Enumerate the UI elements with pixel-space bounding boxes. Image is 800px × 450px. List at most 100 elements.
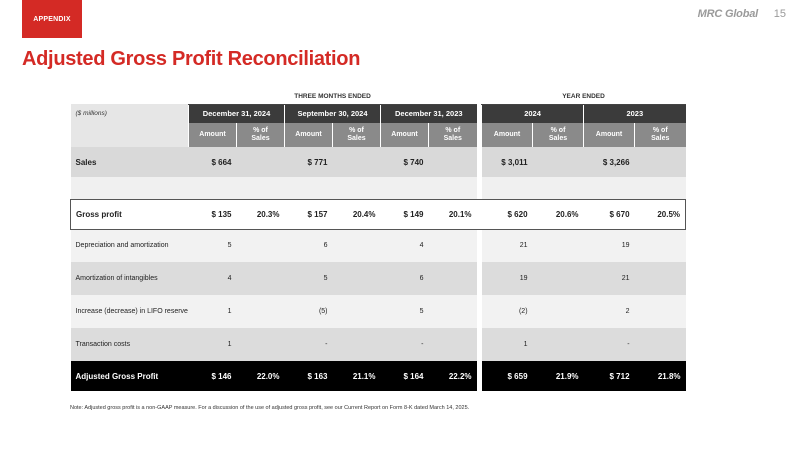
cell-value: 21.8%	[634, 361, 686, 391]
cell-value	[236, 295, 285, 328]
cell-value: -	[380, 328, 429, 361]
page-number: 15	[773, 8, 786, 20]
amount-subheader: Amount	[481, 123, 533, 147]
cell-value: 20.5%	[634, 198, 687, 230]
cell-value: $ 740	[380, 147, 429, 177]
cell-value: $ 620	[481, 198, 533, 230]
cell-value	[236, 262, 285, 295]
cell-value	[634, 147, 686, 177]
period-header-row: ($ millions) December 31, 2024 September…	[70, 104, 686, 123]
cell-value: 19	[481, 262, 533, 295]
table-row-adjusted-gross-profit: Adjusted Gross Profit $ 146 22.0% $ 163 …	[70, 361, 686, 391]
cell-value	[428, 328, 477, 361]
cell-value: (5)	[284, 295, 333, 328]
period-header: September 30, 2024	[284, 104, 381, 123]
cell-value: $ 163	[284, 361, 333, 391]
cell-value: 21.9%	[532, 361, 584, 391]
cell-value: 1	[481, 328, 533, 361]
cell-value	[532, 229, 584, 262]
period-header: 2024	[481, 104, 584, 123]
group-header-row: THREE MONTHS ENDED YEAR ENDED	[70, 90, 686, 105]
row-label: Gross profit	[70, 198, 189, 230]
cell-value: 19	[583, 229, 635, 262]
cell-value: 2	[583, 295, 635, 328]
cell-value: 1	[188, 328, 237, 361]
cell-value: $ 146	[188, 361, 237, 391]
amount-subheader: Amount	[188, 123, 237, 147]
cell-value	[332, 295, 381, 328]
unit-label: ($ millions)	[70, 104, 189, 123]
row-label: Adjusted Gross Profit	[70, 361, 189, 391]
cell-value: $ 664	[188, 147, 237, 177]
cell-value: $ 135	[188, 198, 237, 230]
table-row-sales: Sales $ 664 $ 771 $ 740 $ 3,011 $ 3,266	[70, 147, 686, 177]
pct-sales-subheader: % of Sales	[332, 123, 381, 147]
table-row-depreciation: Depreciation and amortization 5 6 4 21 1…	[70, 229, 686, 262]
cell-value: 5	[188, 229, 237, 262]
cell-value	[634, 295, 686, 328]
period-header: 2023	[583, 104, 686, 123]
subheader-row: Amount % of Sales Amount % of Sales Amount…	[70, 123, 686, 147]
table-row-transaction-costs: Transaction costs 1 - - 1 -	[70, 328, 686, 361]
row-label: Sales	[70, 147, 189, 177]
cell-value: 4	[188, 262, 237, 295]
table-row-amortization: Amortization of intangibles 4 5 6 19 21	[70, 262, 686, 295]
cell-value: 22.0%	[236, 361, 285, 391]
year-ended-header: YEAR ENDED	[481, 90, 686, 105]
cell-value	[428, 262, 477, 295]
cell-value	[332, 262, 381, 295]
cell-value: 20.6%	[532, 198, 584, 230]
cell-value	[236, 328, 285, 361]
brand-logo: MRC Global	[697, 8, 759, 20]
table-row-lifo-reserve: Increase (decrease) in LIFO reserve 1 (5…	[70, 295, 686, 328]
cell-value: $ 771	[284, 147, 333, 177]
amount-subheader: Amount	[284, 123, 333, 147]
cell-value: -	[284, 328, 333, 361]
period-header: December 31, 2024	[188, 104, 285, 123]
cell-value: 21	[481, 229, 533, 262]
cell-value	[332, 147, 381, 177]
cell-value	[634, 229, 686, 262]
page-title: Adjusted Gross Profit Reconciliation	[22, 48, 361, 70]
cell-value	[634, 328, 686, 361]
spacer-row	[70, 177, 686, 199]
cell-value	[428, 147, 477, 177]
pct-sales-subheader: % of Sales	[427, 123, 477, 147]
footnote: Note: Adjusted gross profit is a non-GAA…	[70, 405, 470, 411]
cell-value: 21.1%	[332, 361, 381, 391]
cell-value	[532, 262, 584, 295]
cell-value	[428, 295, 477, 328]
row-label: Transaction costs	[70, 328, 189, 361]
cell-value	[428, 229, 477, 262]
row-label: Depreciation and amortization	[70, 229, 189, 262]
cell-value	[236, 147, 285, 177]
cell-value: 6	[380, 262, 429, 295]
cell-value	[532, 328, 584, 361]
cell-value	[332, 328, 381, 361]
cell-value: 5	[380, 295, 429, 328]
cell-value: 6	[284, 229, 333, 262]
cell-value: 21	[583, 262, 635, 295]
reconciliation-table: THREE MONTHS ENDED YEAR ENDED ($ million…	[70, 90, 687, 391]
cell-value: 20.1%	[428, 198, 477, 230]
cell-value: $ 149	[380, 198, 429, 230]
amount-subheader: Amount	[380, 123, 429, 147]
cell-value: $ 3,266	[583, 147, 635, 177]
cell-value	[332, 229, 381, 262]
cell-value	[532, 147, 584, 177]
cell-value: 22.2%	[428, 361, 477, 391]
cell-value	[532, 295, 584, 328]
cell-value: -	[583, 328, 635, 361]
pct-sales-subheader: % of Sales	[634, 123, 686, 147]
cell-value: $ 3,011	[481, 147, 533, 177]
cell-value: $ 157	[284, 198, 333, 230]
cell-value	[236, 229, 285, 262]
cell-value	[634, 262, 686, 295]
cell-value: $ 670	[583, 198, 635, 230]
reconciliation-table-container: THREE MONTHS ENDED YEAR ENDED ($ million…	[70, 90, 687, 391]
cell-value: 4	[380, 229, 429, 262]
amount-subheader: Amount	[583, 123, 635, 147]
pct-sales-subheader: % of Sales	[236, 123, 285, 147]
cell-value: (2)	[481, 295, 533, 328]
table-row-gross-profit: Gross profit $ 135 20.3% $ 157 20.4% $ 1…	[70, 198, 687, 230]
